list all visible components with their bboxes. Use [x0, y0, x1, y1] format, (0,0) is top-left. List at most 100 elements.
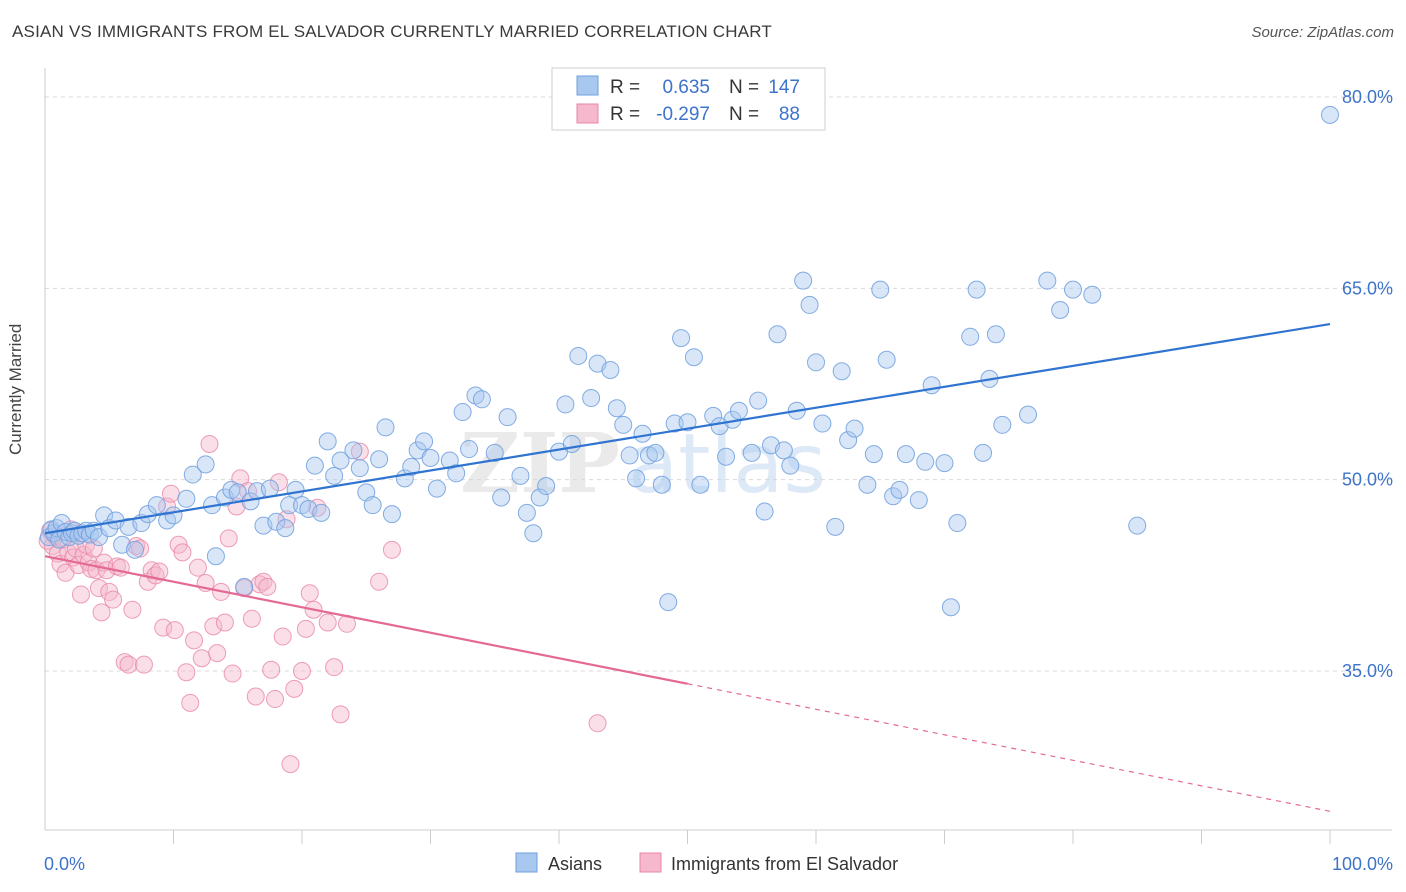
asians-point: [813, 414, 832, 433]
asians-point: [858, 475, 877, 494]
legend-swatch-asians: [576, 75, 599, 96]
salvador-point: [331, 705, 350, 724]
salvador-point: [293, 662, 311, 680]
asians-point: [183, 465, 202, 484]
asians-point: [1321, 105, 1339, 124]
salvador-point: [382, 540, 401, 559]
asians-point: [807, 353, 825, 372]
asians-point: [800, 295, 819, 314]
asians-point: [678, 413, 697, 432]
legend-n-label: N =: [729, 104, 759, 125]
asians-point: [794, 271, 813, 290]
asians-point: [492, 488, 511, 507]
asians-point: [909, 491, 928, 510]
asians-point: [382, 505, 401, 524]
asians-point: [363, 496, 382, 515]
salvador-point: [262, 660, 281, 679]
legend-r-label: R =: [610, 77, 640, 98]
asians-point: [839, 431, 858, 450]
asians-point: [537, 477, 556, 496]
asians-point: [916, 452, 935, 471]
asians-point: [691, 475, 710, 494]
asians-point: [620, 446, 639, 465]
salvador-point: [71, 585, 90, 604]
asians-point: [646, 443, 665, 462]
asians-point: [305, 456, 324, 475]
asians-point: [196, 455, 215, 474]
salvador-point: [165, 621, 184, 640]
legend: R = 0.635 N = 147 R = -0.297 N = 88: [551, 67, 826, 131]
asians-point: [845, 419, 864, 438]
asians-point: [276, 519, 295, 538]
asians-point: [877, 350, 896, 369]
asians-point: [524, 524, 543, 543]
asians-point: [370, 450, 389, 469]
salvador-point: [177, 663, 196, 682]
asians-point: [896, 445, 915, 464]
y-tick-label: 50.0%: [1342, 470, 1393, 490]
watermark-zip: ZIP: [460, 416, 620, 512]
asians-point: [614, 415, 633, 434]
legend-r-value: 0.635: [662, 77, 710, 98]
source-label: Source: ZipAtlas.com: [1251, 24, 1394, 41]
asians-point: [1038, 271, 1057, 290]
salvador-point: [277, 510, 296, 529]
asians-point: [415, 432, 434, 451]
salvador-point: [219, 529, 238, 548]
salvador-point: [123, 600, 142, 619]
asians-point: [280, 496, 299, 515]
salvador-point: [154, 618, 173, 637]
asians-point: [511, 466, 530, 485]
asians-point: [312, 503, 331, 522]
asians-point: [832, 362, 851, 381]
salvador-point: [223, 664, 242, 683]
salvador-point: [200, 434, 219, 453]
asians-point: [749, 391, 768, 410]
chart-title: ASIAN VS IMMIGRANTS FROM EL SALVADOR CUR…: [12, 22, 772, 41]
asians-point: [948, 514, 967, 533]
asians-point: [922, 376, 941, 395]
asians-point: [427, 479, 446, 498]
salvador-trend-line: [44, 555, 688, 685]
asians-trend-line: [44, 322, 1331, 535]
bottom-legend: Asians Immigrants from El Salvador: [515, 852, 898, 874]
salvador-point: [266, 690, 285, 709]
asians-point: [607, 399, 626, 418]
asians-point: [672, 329, 691, 348]
asians-point: [961, 327, 980, 346]
asians-point: [665, 414, 684, 433]
asians-point: [742, 443, 761, 462]
asians-point: [941, 598, 960, 617]
salvador-point: [89, 579, 108, 598]
asians-point: [884, 487, 903, 506]
asians-point: [684, 348, 703, 367]
salvador-point: [119, 655, 138, 674]
salvador-point: [215, 613, 234, 632]
asians-point: [1083, 285, 1102, 304]
salvador-point: [269, 473, 288, 492]
asians-point: [453, 403, 472, 422]
asians-point: [325, 466, 344, 485]
salvador-point: [192, 649, 211, 668]
salvador-point: [318, 613, 337, 632]
salvador-point: [84, 539, 103, 558]
trend-lines: [44, 322, 1331, 812]
salvador-point: [111, 558, 130, 577]
bottom-legend-swatch-asians: [515, 852, 538, 873]
bottom-legend-label-asians: Asians: [548, 854, 602, 874]
x-tick-label: 100.0%: [1332, 854, 1393, 874]
asians-point: [460, 440, 479, 459]
asians-point: [986, 325, 1005, 344]
series-asians-points: [39, 105, 1339, 617]
asians-point: [376, 418, 395, 437]
salvador-point: [104, 590, 123, 609]
asians-point: [147, 496, 166, 515]
salvador-point: [185, 631, 204, 650]
asians-point: [267, 512, 286, 531]
asians-point: [447, 464, 466, 483]
asians-point: [1051, 301, 1070, 320]
axes: [44, 68, 1392, 844]
asians-point: [530, 488, 549, 507]
asians-point: [318, 432, 337, 451]
asians-point: [260, 479, 279, 498]
